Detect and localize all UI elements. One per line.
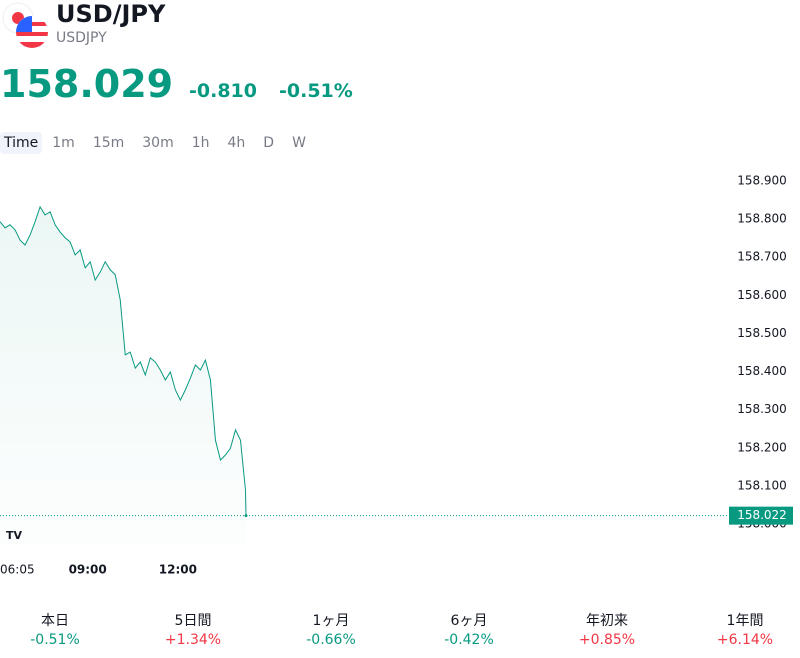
- tab[interactable]: 1h: [191, 135, 210, 151]
- performance-item: 年初来 +0.85%: [552, 610, 662, 648]
- performance-label: 6ヶ月: [450, 613, 488, 629]
- y-tick-label: 158.100: [737, 478, 787, 492]
- performance-label: 1年間: [726, 613, 764, 629]
- title: USD/JPY: [56, 0, 166, 28]
- change: -0.810: [189, 80, 257, 102]
- y-tick-label: 158.400: [737, 364, 787, 378]
- performance-label: 5日間: [174, 613, 212, 629]
- performance-value: -0.51%: [30, 632, 80, 648]
- performance-value: +0.85%: [578, 632, 636, 648]
- area: [0, 206, 246, 545]
- performance-value: +6.14%: [716, 632, 774, 648]
- performance-item: 5日間 +1.34%: [138, 610, 248, 648]
- interval-tabs: Time 1m 15m 30m 1h 4h D W: [0, 132, 316, 154]
- tab[interactable]: W: [292, 135, 306, 151]
- price: 158.029: [0, 62, 174, 106]
- performance-label: 本日: [41, 613, 69, 629]
- y-tick-label: 158.700: [737, 250, 787, 264]
- last-price-dot: [244, 514, 248, 518]
- y-tick-label: 158.200: [737, 440, 787, 454]
- performance-item: 本日 -0.51%: [0, 610, 110, 648]
- last-price-label: 158.022: [737, 508, 787, 522]
- performance-label: 1ヶ月: [312, 613, 350, 629]
- tab[interactable]: 30m: [142, 135, 174, 151]
- price-line: [0, 205, 247, 516]
- x-tick-label: 06:05: [0, 563, 35, 577]
- y-tick-label: 158.500: [737, 326, 787, 340]
- x-tick-label: 09:00: [69, 563, 107, 577]
- performance-item: 6ヶ月 -0.42%: [414, 610, 524, 648]
- chart: TV 158.000158.100158.200158.300158.40015…: [0, 173, 793, 577]
- last-price-box: [729, 506, 793, 525]
- y-tick-label: 158.600: [737, 288, 787, 302]
- change-percent: -0.51%: [279, 80, 353, 102]
- tab[interactable]: 15m: [92, 135, 125, 151]
- y-tick-label: 158.300: [737, 402, 787, 416]
- tab[interactable]: 1m: [52, 135, 75, 151]
- y-tick-label: 158.900: [737, 173, 787, 187]
- y-tick-label: 158.800: [737, 212, 787, 226]
- performance-label: 年初来: [586, 613, 628, 629]
- performance-value: -0.42%: [444, 632, 494, 648]
- tab[interactable]: D: [263, 135, 275, 151]
- performance-item: 1年間 +6.14%: [690, 610, 800, 648]
- currency-flags: [2, 2, 48, 48]
- performance-value: -0.66%: [306, 632, 356, 648]
- tab[interactable]: 4h: [227, 135, 246, 151]
- performance-value: +1.34%: [164, 632, 222, 648]
- performance: 本日 -0.51% 5日間 +1.34% 1ヶ月 -0.66% 6ヶ月 -0.42% 年初来 +0…: [0, 610, 800, 648]
- performance-item: 1ヶ月 -0.66%: [276, 610, 386, 648]
- x-tick-label: 12:00: [159, 563, 197, 577]
- tab[interactable]: Time: [0, 132, 43, 154]
- symbol: USDJPY: [56, 30, 107, 46]
